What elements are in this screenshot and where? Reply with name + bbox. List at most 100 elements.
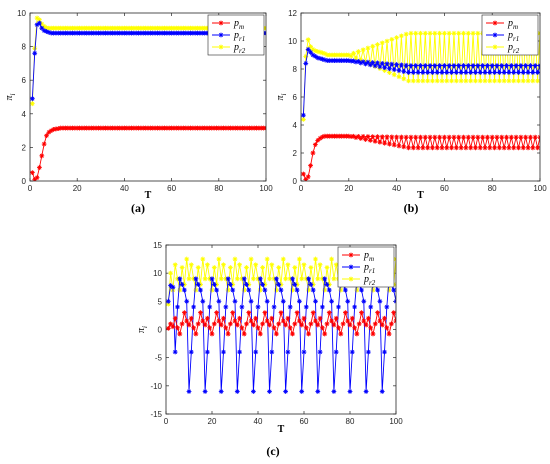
data-point-pr1 — [418, 63, 423, 68]
data-point-pr1 — [398, 62, 404, 68]
data-point-pm — [530, 145, 536, 151]
data-point-pr2 — [228, 265, 233, 270]
data-point-pm — [432, 134, 438, 140]
data-point-pr2 — [310, 47, 316, 52]
data-point-pm — [487, 145, 493, 151]
data-point-pr1 — [377, 64, 383, 70]
data-point-pr1 — [246, 287, 252, 293]
data-point-pm — [442, 134, 447, 140]
data-point-pr1 — [377, 298, 383, 304]
x-tick-label: 60 — [300, 417, 309, 426]
data-point-pm — [294, 310, 300, 315]
data-point-pm — [317, 135, 323, 141]
data-point-pr1 — [207, 304, 213, 310]
data-point-pm — [34, 175, 40, 181]
data-point-pm — [506, 145, 512, 151]
data-point-pr2 — [248, 256, 254, 262]
data-point-pm — [207, 325, 213, 331]
data-point-pm — [200, 318, 206, 324]
data-point-pm — [528, 134, 533, 140]
data-point-pm — [168, 321, 173, 327]
data-point-pr1 — [276, 282, 282, 287]
data-point-pm — [340, 321, 346, 327]
data-point-pr1 — [262, 287, 268, 293]
data-point-pm — [363, 322, 369, 328]
data-point-pr1 — [347, 389, 353, 394]
data-point-pm — [473, 145, 478, 151]
data-point-pr2 — [535, 78, 540, 84]
data-point-pr1 — [294, 287, 300, 293]
data-point-pr2 — [34, 15, 40, 21]
data-point-pr2 — [177, 287, 183, 293]
data-point-pm — [394, 134, 399, 140]
data-point-pr2 — [401, 76, 407, 82]
data-point-pr2 — [305, 37, 311, 42]
data-point-pr1 — [492, 70, 497, 75]
data-point-pr1 — [193, 276, 199, 282]
x-tick-label: 80 — [346, 417, 355, 426]
data-point-pr2 — [186, 276, 192, 282]
data-point-pm — [508, 134, 514, 140]
data-point-pr2 — [313, 256, 318, 262]
data-point-pm — [177, 331, 183, 337]
data-point-pm — [403, 134, 409, 140]
data-point-pm — [248, 318, 254, 324]
data-point-pm — [333, 315, 339, 321]
y-tick-label: 12 — [288, 9, 297, 18]
data-point-pm — [260, 321, 265, 327]
data-point-pr1 — [234, 389, 240, 394]
data-point-pr1 — [349, 349, 355, 355]
data-point-pr2 — [251, 276, 256, 282]
data-point-pm — [389, 134, 395, 140]
data-point-pr1 — [528, 63, 533, 68]
data-point-pr1 — [413, 63, 419, 68]
data-point-pr2 — [516, 78, 521, 84]
data-point-pr1 — [525, 70, 531, 75]
data-point-pm — [518, 134, 524, 140]
data-point-pr2 — [427, 30, 433, 36]
data-point-pr2 — [511, 78, 517, 84]
legend-swatch-marker — [348, 252, 354, 258]
data-point-pm — [255, 325, 261, 331]
data-point-pr1 — [345, 298, 351, 304]
data-point-pr2 — [348, 53, 354, 59]
data-point-pr2 — [324, 265, 330, 270]
data-point-pm — [370, 134, 376, 139]
data-point-pm — [44, 133, 49, 139]
data-point-pr1 — [523, 63, 529, 68]
data-point-pm — [363, 137, 368, 142]
data-point-pr2 — [370, 43, 376, 49]
data-point-pr1 — [329, 298, 334, 304]
data-point-pr2 — [211, 265, 217, 270]
data-point-pm — [379, 134, 385, 140]
x-tick-label: 40 — [392, 184, 401, 193]
y-axis-label: πi — [136, 326, 149, 333]
data-point-pr1 — [313, 298, 318, 304]
data-point-pm — [205, 315, 210, 321]
data-point-pm — [398, 134, 404, 140]
data-point-pr2 — [375, 42, 380, 47]
data-point-pr1 — [518, 63, 524, 68]
data-point-pr2 — [360, 47, 366, 53]
y-tick-label: 15 — [153, 241, 162, 250]
data-point-pr1 — [331, 389, 337, 394]
x-tick-label: 0 — [299, 184, 304, 193]
data-point-pr1 — [303, 304, 309, 310]
data-point-pm — [271, 325, 277, 331]
data-point-pr1 — [444, 70, 450, 75]
data-point-pm — [365, 134, 371, 139]
data-point-pm — [470, 134, 476, 140]
data-point-pr1 — [391, 287, 396, 293]
data-point-pm — [239, 325, 245, 331]
data-point-pr1 — [366, 349, 371, 355]
data-point-pr2 — [41, 24, 47, 29]
data-point-pr2 — [403, 31, 409, 37]
data-point-pm — [305, 174, 311, 180]
panel-label: (a) — [131, 201, 145, 215]
data-point-pr1 — [200, 298, 206, 304]
data-point-pr2 — [453, 78, 459, 84]
data-point-pr1 — [379, 389, 385, 394]
data-point-pm — [444, 145, 450, 151]
data-point-pr2 — [370, 287, 376, 293]
